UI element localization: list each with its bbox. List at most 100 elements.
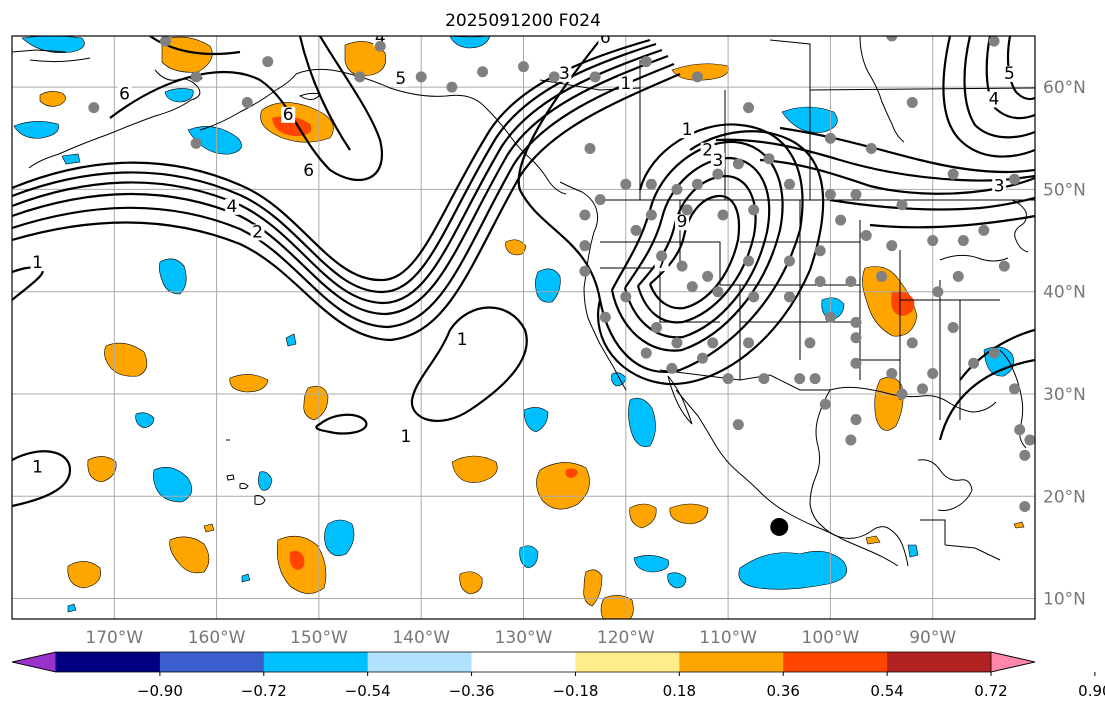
- station-marker: [968, 357, 980, 369]
- station-marker: [1024, 434, 1035, 446]
- negative-anomaly-patch: [67, 603, 77, 613]
- station-marker: [743, 102, 755, 114]
- negative-anomaly-patch: [628, 397, 656, 448]
- station-marker: [446, 81, 458, 93]
- negative-anomaly-patch: [13, 121, 59, 139]
- negative-anomaly-patch: [135, 412, 155, 429]
- contour-label-background: [398, 429, 413, 446]
- station-marker: [927, 235, 939, 247]
- station-marker: [886, 240, 898, 252]
- positive-anomaly-patch: [862, 266, 918, 337]
- longitude-tick-label: 100°W: [802, 628, 860, 648]
- colorbar-segment: [263, 652, 369, 672]
- positive-anomaly-patch: [865, 535, 881, 545]
- station-marker: [579, 265, 591, 277]
- station-marker: [374, 40, 386, 52]
- map-frame: [11, 35, 1036, 620]
- negative-anomaly-patch: [285, 333, 297, 347]
- contour-label: 4: [989, 89, 1000, 109]
- contour-label-background: [455, 331, 470, 348]
- station-marker: [850, 189, 862, 201]
- station-marker: [1009, 173, 1021, 185]
- station-marker: [835, 214, 847, 226]
- station-marker: [579, 240, 591, 252]
- station-marker: [748, 204, 760, 216]
- contour-label-background: [675, 214, 690, 231]
- negative-anomaly-patch: [449, 36, 491, 49]
- station-marker: [850, 316, 862, 328]
- positive-anomaly-patch: [874, 376, 904, 431]
- contour-label: 1: [400, 427, 411, 447]
- station-marker: [477, 66, 489, 78]
- positive-anomaly-patch: [344, 41, 386, 76]
- station-marker: [988, 36, 1000, 47]
- positive-anomaly-patch: [459, 571, 483, 595]
- station-marker: [599, 311, 611, 323]
- station-marker: [159, 36, 171, 47]
- longitude-tick-label: 110°W: [699, 628, 757, 648]
- negative-anomaly-patch: [61, 153, 81, 165]
- contour-label-background: [117, 86, 132, 103]
- contour-line: [12, 62, 675, 329]
- contour-label: 6: [600, 28, 611, 48]
- station-marker: [743, 255, 755, 267]
- longitude-tick-label: 150°W: [290, 628, 348, 648]
- contour-label: 1: [32, 458, 43, 478]
- station-marker: [845, 275, 857, 287]
- coastline: [29, 57, 91, 63]
- positive-anomaly-patch: [229, 374, 269, 393]
- latitude-tick-label: 20°N: [1043, 487, 1086, 507]
- positive-anomaly-patch: [303, 385, 329, 421]
- contour-label: 1: [457, 330, 468, 350]
- longitude-tick-label: 90°W: [909, 628, 956, 648]
- positive-anomaly-patch: [161, 36, 213, 73]
- station-marker: [645, 178, 657, 190]
- positive-anomaly-patch: [583, 569, 603, 607]
- contour-line: [12, 38, 651, 282]
- contour-label: 9: [677, 212, 688, 232]
- contour-label-background: [250, 224, 265, 241]
- contour-label-background: [987, 91, 1002, 108]
- station-marker: [850, 414, 862, 426]
- latitude-tick-label: 30°N: [1043, 385, 1086, 405]
- contour-label: 3: [559, 64, 570, 84]
- positive-anomaly-patch: [669, 503, 709, 525]
- negative-anomaly-patch: [519, 545, 539, 569]
- contour-line: [963, 36, 1035, 139]
- longitude-tick-label: 170°W: [85, 628, 143, 648]
- colorbar-segment: [367, 652, 473, 672]
- contour-line: [648, 194, 741, 310]
- contour-label: 6: [283, 105, 294, 125]
- station-marker: [824, 132, 836, 144]
- station-marker: [640, 347, 652, 359]
- station-marker: [916, 383, 928, 395]
- latitude-tick-labels: 60°N 50°N 40°N 30°N 20°N 10°N: [1043, 78, 1086, 609]
- contour-label: 1: [620, 74, 631, 94]
- longitude-tick-label: 130°W: [495, 628, 553, 648]
- colorbar-tick-label: 0.36: [767, 682, 800, 700]
- contour-line: [829, 196, 1035, 211]
- colorbar-tick-label: 0.18: [663, 682, 696, 700]
- station-marker: [676, 260, 688, 272]
- coastline: [939, 254, 1009, 262]
- station-marker: [190, 71, 202, 83]
- negative-anomaly-patch: [738, 551, 848, 590]
- station-marker: [589, 71, 601, 83]
- colorbar-tick-label: 0.90: [1078, 682, 1105, 700]
- station-marker: [819, 398, 831, 410]
- latitude-tick-label: 40°N: [1043, 283, 1086, 303]
- contour-label: 6: [119, 84, 130, 104]
- station-marker: [241, 96, 253, 108]
- station-marker: [1019, 500, 1031, 512]
- longitude-tick-label: 120°W: [597, 628, 655, 648]
- positive-anomaly-patch: [600, 595, 634, 619]
- colorbar-tick-label: 0.54: [870, 682, 903, 700]
- station-marker: [579, 209, 591, 221]
- positive-anomaly-patch: [891, 291, 915, 316]
- station-marker: [824, 189, 836, 201]
- station-marker: [947, 168, 959, 180]
- colorbar-segment: [679, 652, 784, 672]
- positive-anomaly-patch: [203, 523, 215, 533]
- station-marker: [845, 434, 857, 446]
- station-marker: [671, 183, 683, 195]
